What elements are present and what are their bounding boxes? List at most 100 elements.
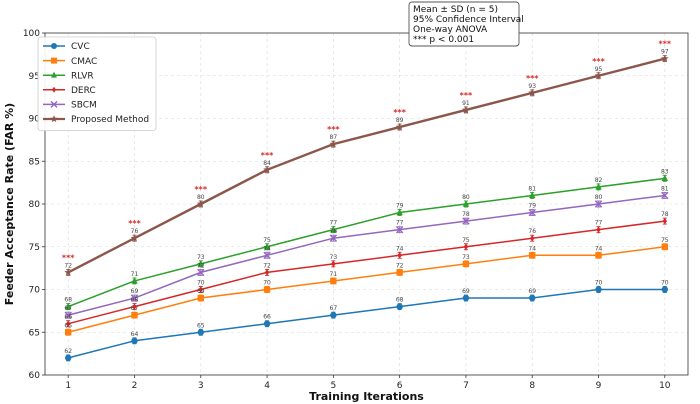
series-line xyxy=(68,194,665,316)
data-point xyxy=(528,208,536,217)
data-label: 67 xyxy=(131,305,139,312)
annotation-line: *** p < 0.001 xyxy=(413,35,474,45)
y-tick-label: 70 xyxy=(29,286,41,296)
data-point xyxy=(462,105,470,114)
data-point xyxy=(462,200,470,207)
y-tick-label: 80 xyxy=(29,200,41,210)
x-tick-label: 8 xyxy=(529,381,535,391)
data-point xyxy=(65,354,72,362)
y-tick-label: 95 xyxy=(29,72,40,82)
series-sbcm xyxy=(64,191,669,319)
data-label: 77 xyxy=(396,220,404,227)
data-label: 91 xyxy=(462,100,470,107)
data-label: 70 xyxy=(263,280,271,287)
data-point xyxy=(529,191,536,199)
data-label: 69 xyxy=(131,288,139,295)
data-label: 71 xyxy=(131,271,139,278)
annotation-line: 95% Confidence Interval xyxy=(413,15,524,25)
data-label: 62 xyxy=(64,348,72,355)
data-point xyxy=(661,286,668,293)
x-tick-label: 7 xyxy=(463,381,469,391)
significance-marker: *** xyxy=(62,253,75,262)
data-point xyxy=(462,294,470,302)
annotation-line: One-way ANOVA xyxy=(413,25,488,35)
series-derc xyxy=(65,217,668,328)
y-tick-label: 60 xyxy=(29,371,41,381)
annotation-line: Mean ± SD (n = 5) xyxy=(413,5,498,15)
data-label: 80 xyxy=(197,194,205,201)
data-label: 79 xyxy=(396,203,404,210)
y-tick-label: 85 xyxy=(29,157,40,167)
data-label: 73 xyxy=(462,254,470,261)
data-label: 69 xyxy=(528,288,536,295)
legend-marker xyxy=(50,115,58,123)
legend-label: Proposed Method xyxy=(71,115,149,125)
data-label: 73 xyxy=(330,254,338,261)
data-point xyxy=(263,286,271,293)
data-label: 70 xyxy=(661,280,669,287)
significance-marker: *** xyxy=(327,125,340,134)
data-point xyxy=(330,277,337,285)
data-label: 97 xyxy=(661,49,669,56)
data-label: 65 xyxy=(197,322,205,329)
legend-marker xyxy=(50,100,58,108)
data-label: 68 xyxy=(396,297,404,304)
data-label: 69 xyxy=(462,288,470,295)
data-point xyxy=(396,303,403,310)
legend-item: RLVR xyxy=(43,71,94,81)
data-point xyxy=(331,260,336,268)
legend-item: CVC xyxy=(43,42,90,52)
legend-marker xyxy=(51,86,57,93)
significance-marker: *** xyxy=(261,151,274,160)
data-label: 77 xyxy=(595,220,603,227)
data-point xyxy=(132,303,137,310)
x-tick-label: 2 xyxy=(132,381,138,391)
significance-marker: *** xyxy=(592,57,605,66)
data-label: 66 xyxy=(64,314,72,321)
data-label: 93 xyxy=(528,83,536,90)
series-group xyxy=(64,54,669,362)
legend-item: CMAC xyxy=(43,57,97,67)
significance-marker: *** xyxy=(194,185,207,194)
data-label: 78 xyxy=(462,211,470,218)
data-label: 72 xyxy=(263,262,271,269)
data-point xyxy=(197,294,204,302)
y-tick-label: 90 xyxy=(29,115,41,125)
data-label: 83 xyxy=(661,168,669,175)
data-label: 81 xyxy=(661,185,669,192)
legend-item: SBCM xyxy=(43,101,97,111)
data-label: 72 xyxy=(396,262,404,269)
y-tick-label: 65 xyxy=(29,328,40,338)
legend-label: SBCM xyxy=(71,101,97,111)
data-point xyxy=(595,183,602,190)
data-label: 76 xyxy=(528,228,536,235)
significance-marker: *** xyxy=(393,108,406,117)
data-point xyxy=(596,226,601,233)
data-point xyxy=(594,200,603,208)
x-tick-label: 4 xyxy=(264,381,270,391)
data-point xyxy=(329,140,338,148)
data-label: 78 xyxy=(661,211,669,218)
data-point xyxy=(196,200,205,208)
data-point xyxy=(595,286,602,293)
data-point xyxy=(263,320,271,327)
x-tick-label: 6 xyxy=(397,381,403,391)
data-label: 75 xyxy=(462,237,470,244)
data-point xyxy=(463,243,469,250)
legend-label: CMAC xyxy=(71,57,97,67)
data-point xyxy=(529,252,536,259)
data-label: 74 xyxy=(263,245,271,252)
data-label: 74 xyxy=(595,245,603,252)
data-point xyxy=(65,302,72,310)
series-cmac xyxy=(65,243,668,336)
legend-item: Proposed Method xyxy=(43,115,149,125)
data-point xyxy=(529,235,535,242)
data-label: 80 xyxy=(595,194,603,201)
data-label: 79 xyxy=(528,203,536,210)
x-tick-label: 5 xyxy=(330,381,336,391)
legend: CVC CMAC RLVR DERC SBCM Proposed Method xyxy=(37,36,157,131)
significance-marker: *** xyxy=(460,91,473,100)
legend-box xyxy=(37,36,157,131)
data-point xyxy=(197,260,204,267)
